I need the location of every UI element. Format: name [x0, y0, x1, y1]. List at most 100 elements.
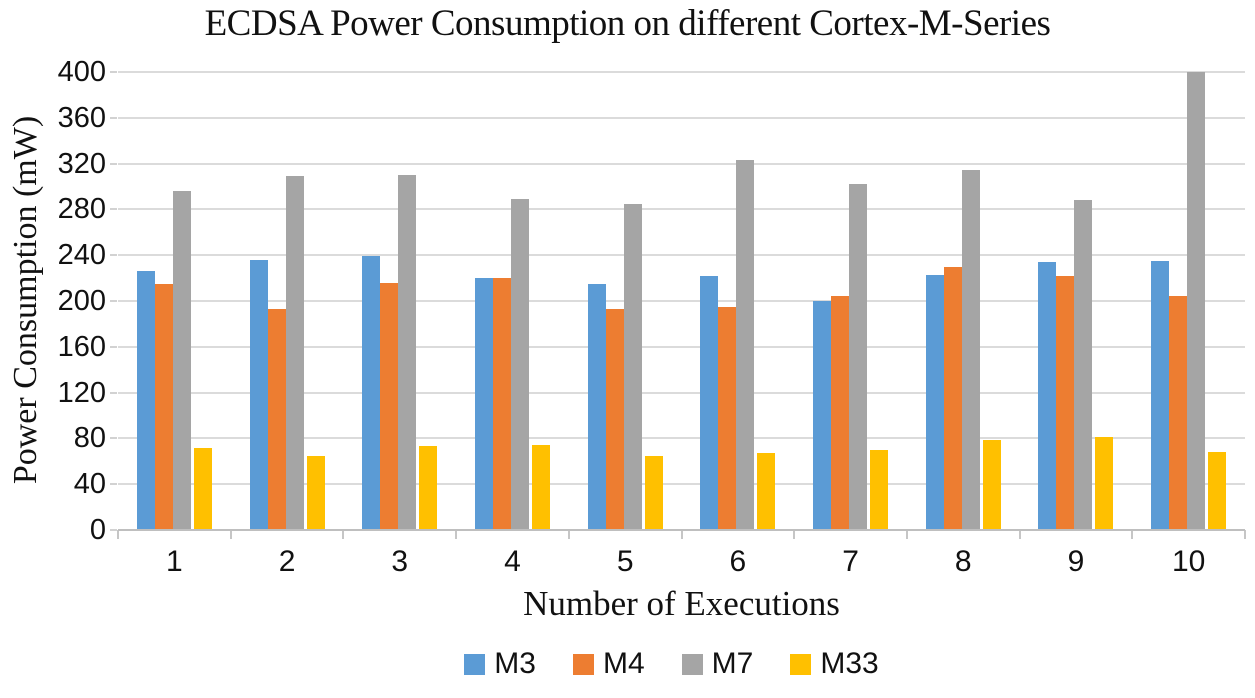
bar-group-1: [118, 72, 231, 530]
bar-m3-x10: [1151, 260, 1170, 530]
bar-m33-x1: [193, 447, 212, 530]
x-tick-label-10: 10: [1171, 545, 1206, 578]
gridline-320: [118, 162, 1245, 165]
x-tick-mark-7: [905, 530, 908, 539]
legend-swatch-icon: [681, 653, 703, 675]
x-tick-mark-3: [455, 530, 458, 539]
gridline-120: [118, 391, 1245, 394]
x-tick-mark-5: [680, 530, 683, 539]
bar-m33-x7: [870, 449, 889, 530]
gridline-80: [118, 437, 1245, 440]
plot-area: [118, 71, 1245, 531]
bar-m4-x7: [831, 296, 850, 530]
x-tick-label-8: 8: [954, 545, 972, 578]
legend: M3 M4 M7 M33: [44, 647, 1255, 681]
bar-m7-x2: [285, 176, 304, 530]
bar-m7-x8: [961, 170, 980, 530]
y-tick-mark-280: [110, 208, 117, 211]
bar-m33-x5: [644, 455, 663, 530]
y-tick-mark-0: [110, 529, 117, 531]
y-tick-mark-240: [110, 254, 117, 257]
bar-m3-x4: [474, 278, 493, 530]
bar-m7-x9: [1074, 200, 1093, 530]
bar-m33-x6: [757, 453, 776, 530]
x-tick-label-2: 2: [278, 545, 296, 578]
y-tick-mark-360: [110, 116, 117, 119]
bar-m7-x6: [736, 160, 755, 530]
bar-m3-x7: [813, 301, 832, 530]
y-tick-label-120: 120: [57, 376, 106, 409]
y-tick-mark-120: [110, 391, 117, 394]
x-tick-mark-4: [567, 530, 570, 539]
x-tick-label-1: 1: [166, 545, 183, 578]
chart-title: ECDSA Power Consumption on different Cor…: [204, 3, 1051, 44]
bar-m33-x2: [306, 455, 325, 530]
x-tick-label-5: 5: [616, 545, 634, 578]
x-tick-label-3: 3: [391, 545, 409, 578]
y-tick-mark-80: [110, 437, 117, 440]
y-tick-label-40: 40: [73, 468, 106, 501]
bar-m7-x3: [398, 175, 417, 530]
gridline-360: [118, 116, 1245, 119]
legend-label: M33: [820, 647, 879, 680]
bar-m3-x8: [925, 274, 944, 530]
bar-m33-x3: [419, 446, 438, 530]
x-tick-label-9: 9: [1067, 545, 1085, 578]
bar-group-10: [1132, 72, 1245, 530]
bar-m7-x4: [510, 199, 529, 530]
y-tick-label-200: 200: [57, 285, 106, 317]
bar-m33-x8: [982, 439, 1001, 530]
bar-m4-x1: [154, 283, 173, 530]
bar-m4-x4: [492, 278, 511, 530]
y-tick-mark-200: [110, 300, 117, 302]
bar-m33-x4: [531, 445, 550, 530]
gridline-400: [118, 71, 1245, 73]
bar-group-4: [456, 72, 569, 530]
legend-swatch-icon: [572, 653, 594, 675]
legend-label: M7: [711, 647, 754, 680]
y-tick-mark-400: [110, 71, 117, 73]
x-axis-tick-labels: 1 2 3 4 5 6 7 8 9 10: [118, 545, 1245, 579]
x-tick-mark-8: [1018, 530, 1021, 539]
y-tick-label-400: 400: [57, 56, 106, 88]
legend-item-m3: M3: [464, 647, 536, 681]
x-tick-mark-0: [117, 530, 119, 539]
y-tick-mark-320: [110, 162, 117, 165]
legend-swatch-icon: [790, 653, 812, 675]
x-tick-mark-10: [1244, 530, 1246, 539]
bar-m3-x2: [249, 259, 268, 530]
y-tick-mark-160: [110, 345, 117, 348]
legend-item-m7: M7: [681, 647, 754, 681]
bar-m3-x9: [1038, 262, 1057, 530]
x-tick-mark-6: [793, 530, 796, 539]
legend-label: M4: [602, 647, 645, 680]
bar-m4-x6: [718, 306, 737, 530]
y-tick-label-360: 360: [57, 101, 106, 134]
y-tick-label-280: 280: [57, 193, 106, 226]
y-tick-label-80: 80: [73, 422, 106, 455]
legend-swatch-icon: [464, 653, 486, 675]
x-tick-label-6: 6: [729, 545, 747, 578]
bar-m4-x9: [1056, 275, 1075, 530]
bar-m7-x7: [849, 184, 868, 530]
legend-item-m33: M33: [790, 647, 879, 681]
x-axis-line: [118, 529, 1245, 531]
bar-group-3: [343, 72, 456, 530]
bar-m7-x10: [1187, 72, 1206, 530]
bars-row: [118, 72, 1245, 530]
y-tick-label-320: 320: [57, 147, 106, 180]
legend-item-m4: M4: [572, 647, 645, 681]
y-tick-label-160: 160: [57, 330, 106, 363]
bar-m33-x9: [1095, 437, 1114, 530]
bar-group-7: [794, 72, 907, 530]
y-tick-mark-40: [110, 483, 117, 486]
y-tick-label-0: 0: [89, 514, 106, 546]
x-tick-mark-9: [1131, 530, 1134, 539]
x-tick-label-4: 4: [504, 545, 521, 578]
bar-m7-x5: [623, 203, 642, 530]
gridline-200: [118, 300, 1245, 302]
bar-m3-x6: [700, 275, 719, 530]
gridline-160: [118, 345, 1245, 348]
x-tick-mark-2: [342, 530, 345, 539]
bar-group-6: [682, 72, 795, 530]
